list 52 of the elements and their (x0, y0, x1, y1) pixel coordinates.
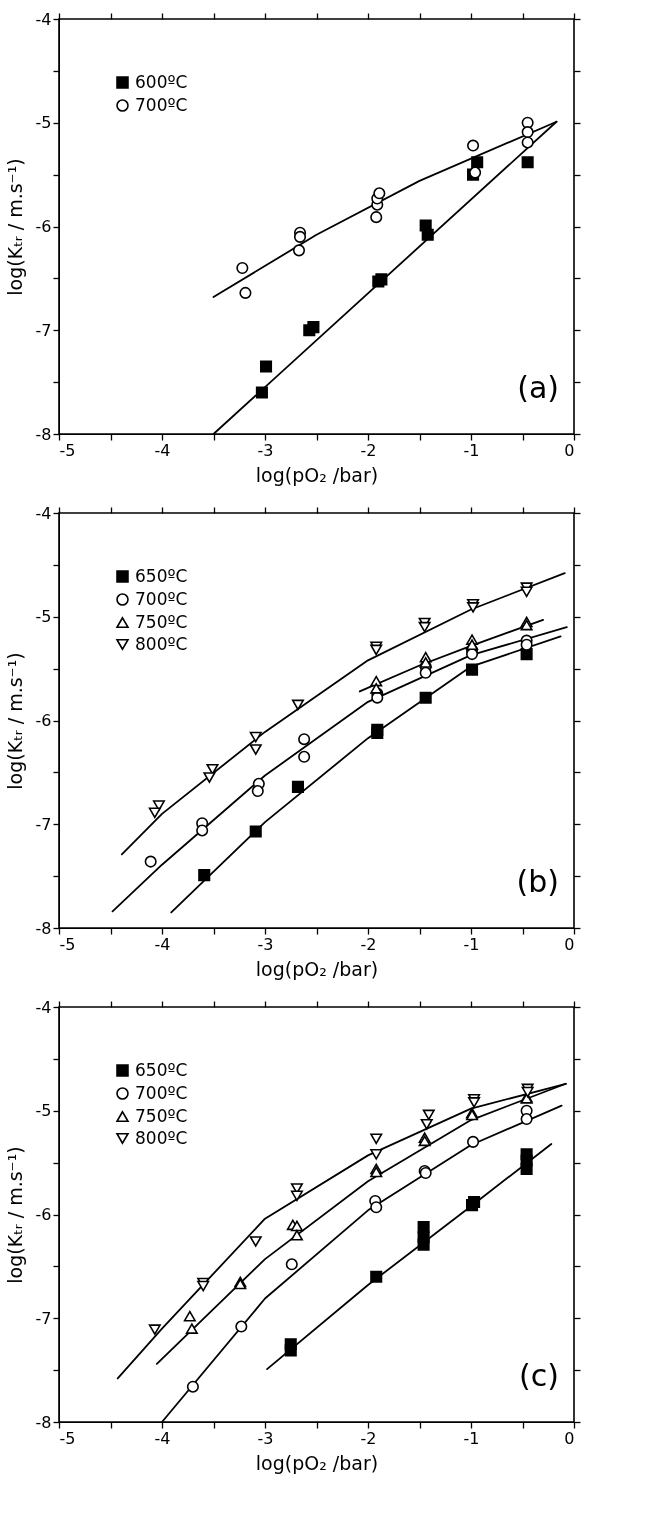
y-tick-label: -5 (35, 607, 52, 627)
x-tick-label: -3 (257, 1428, 274, 1448)
y-tick-label: -7 (35, 814, 52, 834)
legend-label: 650ºC (135, 565, 188, 586)
x-tick-label: -4 (154, 440, 171, 460)
annotation: (b) (516, 864, 559, 899)
x-tick-label: 0 (564, 440, 575, 460)
y-tick-label: -4 (35, 9, 52, 29)
y-axis-title: log(Kₜᵣ / m.s⁻¹) (3, 1146, 26, 1284)
y-tick-label: -4 (35, 997, 52, 1017)
legend-label: 750ºC (135, 1105, 188, 1126)
y-tick-label: -7 (35, 1308, 52, 1328)
legend-label: 600ºC (135, 71, 188, 92)
x-axis-title: log(pO₂ /bar) (255, 957, 379, 980)
x-tick-label: -2 (360, 934, 377, 954)
x-tick-label: -1 (463, 440, 480, 460)
x-tick-label: 0 (564, 1428, 575, 1448)
x-tick-label: -5 (59, 934, 76, 954)
legend-label: 700ºC (135, 588, 188, 609)
y-tick-label: -6 (35, 217, 52, 236)
x-tick-label: -3 (257, 440, 274, 460)
y-tick-label: -6 (35, 711, 52, 730)
x-tick-label: -5 (59, 1428, 76, 1448)
x-tick-label: -4 (154, 1428, 171, 1448)
x-tick-label: -1 (463, 1428, 480, 1448)
y-axis-title: log(Kₜᵣ / m.s⁻¹) (3, 158, 26, 296)
x-tick-label: 0 (564, 934, 575, 954)
x-tick-label: -2 (360, 440, 377, 460)
annotation: (a) (517, 370, 559, 405)
legend-label: 800ºC (135, 1127, 188, 1148)
y-axis-title: log(Kₜᵣ / m.s⁻¹) (3, 652, 26, 790)
y-tick-label: -7 (35, 320, 52, 340)
annotation: (c) (519, 1358, 559, 1393)
x-tick-label: -3 (257, 934, 274, 954)
y-tick-label: -8 (35, 918, 52, 938)
y-tick-label: -4 (35, 503, 52, 523)
y-tick-label: -6 (35, 1205, 52, 1224)
legend-label: 700ºC (135, 94, 188, 115)
y-tick-label: -8 (35, 424, 52, 444)
legend-label: 650ºC (135, 1059, 188, 1080)
x-tick-label: -1 (463, 934, 480, 954)
legend-label: 700ºC (135, 1082, 188, 1103)
y-tick-label: -5 (35, 1101, 52, 1121)
y-tick-label: -5 (35, 113, 52, 133)
x-axis-title: log(pO₂ /bar) (255, 1451, 379, 1474)
legend-label: 800ºC (135, 633, 188, 654)
x-tick-label: -5 (59, 440, 76, 460)
x-axis-title: log(pO₂ /bar) (255, 463, 379, 486)
x-tick-label: -4 (154, 934, 171, 954)
legend-label: 750ºC (135, 611, 188, 632)
x-tick-label: -2 (360, 1428, 377, 1448)
y-tick-label: -8 (35, 1412, 52, 1432)
